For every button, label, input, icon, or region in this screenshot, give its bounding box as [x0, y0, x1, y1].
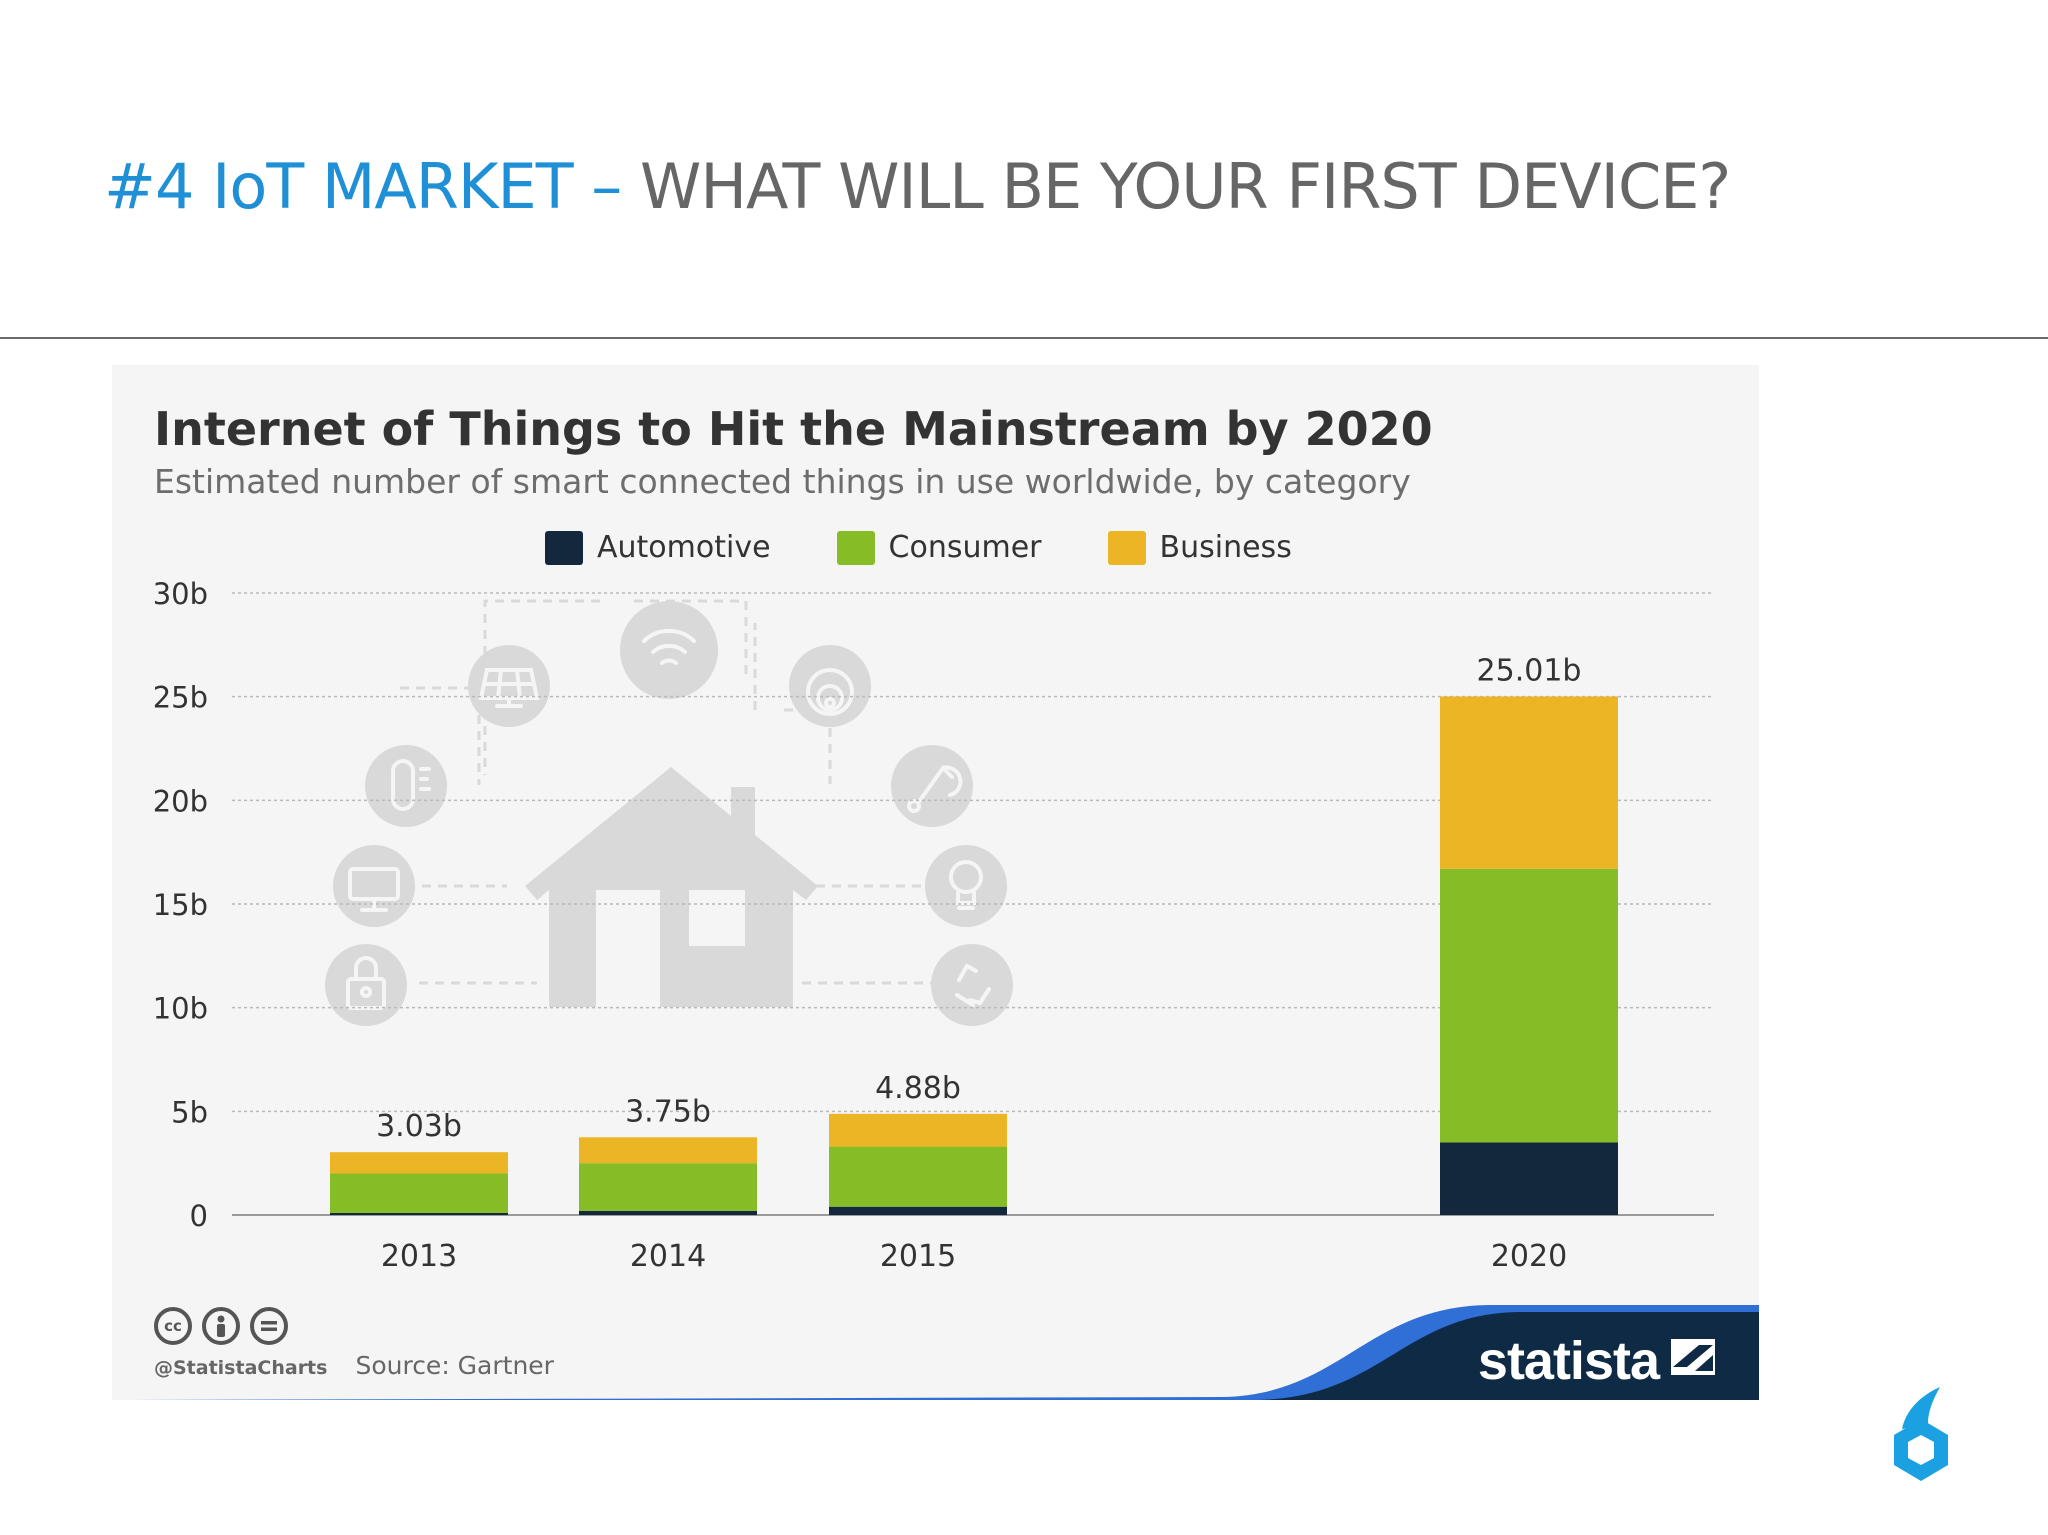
monitor-icon: [333, 845, 415, 927]
total-label-2014: 3.75b: [625, 1094, 711, 1129]
y-tick-label-25: 25b: [153, 681, 208, 715]
bar-business-2020: [1440, 696, 1618, 869]
chart-source: Source: Gartner: [355, 1351, 554, 1380]
bar-consumer-2015: [829, 1146, 1007, 1207]
padlock-icon: [325, 944, 407, 1026]
legend-item-consumer: Consumer: [836, 530, 1042, 565]
slide-title: #4 IoT MARKET – WHAT WILL BE YOUR FIRST …: [104, 150, 1731, 223]
chart-footer: cc @StatistaCharts Source: Gartner: [154, 1307, 554, 1380]
chart-grid: [232, 592, 1714, 1113]
legend-item-business: Business: [1107, 530, 1292, 565]
bar-automotive-2020: [1440, 1142, 1618, 1215]
wifi-icon: [620, 601, 718, 699]
bar-consumer-2014: [579, 1163, 757, 1211]
legend-label-automotive: Automotive: [597, 530, 771, 565]
legend-label-business: Business: [1159, 530, 1292, 565]
light-bulb-icon: [925, 845, 1007, 927]
bar-consumer-2020: [1440, 868, 1618, 1143]
x-tick-label-2013: 2013: [381, 1239, 457, 1274]
legend-swatch-automotive: [545, 530, 583, 565]
bar-automotive-2013: [330, 1212, 508, 1215]
brand-band-light: [112, 1305, 1759, 1400]
y-tick-label-5: 5b: [171, 1095, 208, 1129]
x-tick-label-2014: 2014: [630, 1239, 706, 1274]
brand-band-dark: [1252, 1312, 1759, 1400]
credit-handle: @StatistaCharts: [154, 1357, 328, 1379]
creative-commons-icon: cc: [154, 1307, 192, 1345]
total-label-2020: 25.01b: [1477, 653, 1582, 688]
brand-logo-icon: [1671, 1339, 1715, 1375]
total-label-2015: 4.88b: [875, 1071, 961, 1106]
title-divider: [0, 337, 2048, 339]
chart-title: Internet of Things to Hit the Mainstream…: [154, 402, 1433, 456]
chart-legend: Automotive Consumer Business: [545, 530, 1292, 565]
bar-business-2014: [579, 1137, 757, 1164]
bar-business-2015: [829, 1113, 1007, 1147]
y-tick-label-15: 15b: [153, 888, 208, 922]
chart-labels: 0 5b 10b 15b 20b 25b 30b 3.03b 2013 3.75b 2014 4.88…: [153, 577, 1582, 1274]
chart-bars: [330, 696, 1618, 1215]
bar-business-2013: [330, 1152, 508, 1174]
legend-item-automotive: Automotive: [545, 530, 771, 565]
y-tick-label-20: 20b: [153, 784, 208, 818]
y-tick-label-0: 0: [190, 1199, 208, 1233]
legend-swatch-business: [1107, 530, 1146, 565]
bar-consumer-2013: [330, 1173, 508, 1213]
recycle-icon: [931, 944, 1013, 1026]
x-tick-label-2015: 2015: [880, 1239, 956, 1274]
y-tick-label-10: 10b: [153, 992, 208, 1026]
bar-automotive-2014: [579, 1210, 757, 1215]
y-tick-label-30: 30b: [153, 577, 208, 611]
chart-subtitle: Estimated number of smart connected thin…: [154, 462, 1411, 501]
thermometer-icon: [365, 745, 447, 827]
house-icon: [525, 767, 818, 1007]
legend-label-consumer: Consumer: [888, 530, 1042, 565]
bar-automotive-2015: [829, 1206, 1007, 1215]
brand-wordmark: statista: [1477, 1331, 1660, 1391]
no-derivatives-icon: [250, 1307, 288, 1345]
slide-title-accent: #4 IoT MARKET –: [104, 150, 622, 223]
x-tick-label-2020: 2020: [1491, 1239, 1567, 1274]
chart-plot: 0 5b 10b 15b 20b 25b 30b 3.03b 2013 3.75b 2014 4.88…: [112, 577, 1759, 1400]
smart-home-illustration: [325, 599, 1013, 1026]
legend-swatch-consumer: [836, 530, 875, 565]
chart-card: 0 5b 10b 15b 20b 25b 30b 3.03b 2013 3.75b 2014 4.88…: [112, 365, 1759, 1400]
total-label-2013: 3.03b: [376, 1109, 462, 1144]
attribution-person-icon: [202, 1307, 240, 1345]
slide-title-rest: WHAT WILL BE YOUR FIRST DEVICE?: [621, 150, 1731, 223]
corner-logo-icon: [1894, 1387, 1948, 1481]
license-icons: cc: [154, 1307, 554, 1345]
